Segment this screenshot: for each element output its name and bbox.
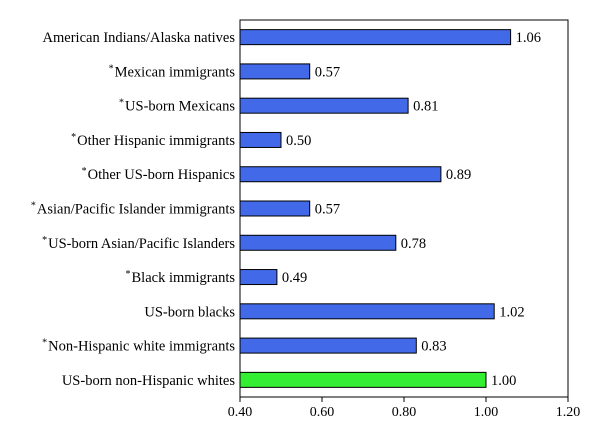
value-label: 0.57	[315, 202, 340, 218]
x-tick-label: 0.60	[310, 405, 335, 420]
category-label: *Black immigrants	[126, 269, 236, 286]
significance-marker: *	[119, 98, 124, 109]
significance-marker: *	[109, 63, 114, 74]
bar-9	[239, 337, 417, 354]
category-label-text: Other US-born Hispanics	[88, 167, 236, 183]
significance-marker: *	[42, 235, 47, 246]
category-label-text: US-born Mexicans	[125, 99, 235, 115]
bar-0	[239, 29, 512, 46]
category-label: *Other Hispanic immigrants	[71, 132, 235, 149]
bar-7	[239, 269, 278, 286]
category-label-text: Non-Hispanic white immigrants	[48, 339, 235, 355]
bar-2	[239, 97, 409, 114]
value-label: 0.57	[315, 64, 340, 80]
bar-3	[239, 131, 282, 148]
category-label-text: Mexican immigrants	[115, 64, 236, 80]
category-label: *Mexican immigrants	[109, 63, 236, 80]
category-label-text: Other Hispanic immigrants	[77, 133, 235, 149]
significance-marker: *	[42, 338, 47, 349]
value-label: 0.81	[413, 99, 438, 115]
value-label: 0.78	[401, 236, 426, 252]
category-label-text: Asian/Pacific Islander immigrants	[37, 202, 235, 218]
significance-marker: *	[31, 201, 36, 212]
category-label-text: Black immigrants	[132, 270, 236, 286]
category-label: *US-born Asian/Pacific Islanders	[42, 235, 235, 252]
x-tick-label: 1.20	[556, 405, 581, 420]
significance-marker: *	[71, 132, 76, 143]
value-label: 0.83	[421, 339, 446, 355]
value-label: 0.49	[282, 270, 307, 286]
x-tick-label: 0.40	[228, 405, 253, 420]
category-label: *US-born Mexicans	[119, 98, 235, 115]
bar-10	[239, 371, 487, 388]
value-label: 0.89	[446, 167, 471, 183]
x-tick-label: 0.80	[392, 405, 417, 420]
bar-6	[239, 234, 397, 251]
significance-marker: *	[126, 269, 131, 280]
value-label: 0.50	[286, 133, 311, 149]
value-label: 1.02	[499, 304, 524, 320]
significance-marker: *	[82, 166, 87, 177]
x-tick-label: 1.00	[474, 405, 499, 420]
bar-8	[239, 303, 495, 320]
bar-1	[239, 63, 311, 80]
category-label: US-born non-Hispanic whites	[62, 373, 236, 389]
bar-4	[239, 166, 442, 183]
bar-5	[239, 200, 311, 217]
category-label-text: US-born Asian/Pacific Islanders	[48, 236, 235, 252]
category-label: US-born blacks	[144, 304, 235, 320]
category-label: *Non-Hispanic white immigrants	[42, 338, 235, 355]
category-label: *Asian/Pacific Islander immigrants	[31, 201, 235, 218]
value-label: 1.00	[491, 373, 516, 389]
value-label: 1.06	[516, 30, 541, 46]
category-label: *Other US-born Hispanics	[82, 166, 236, 183]
category-label: American Indians/Alaska natives	[43, 30, 236, 46]
